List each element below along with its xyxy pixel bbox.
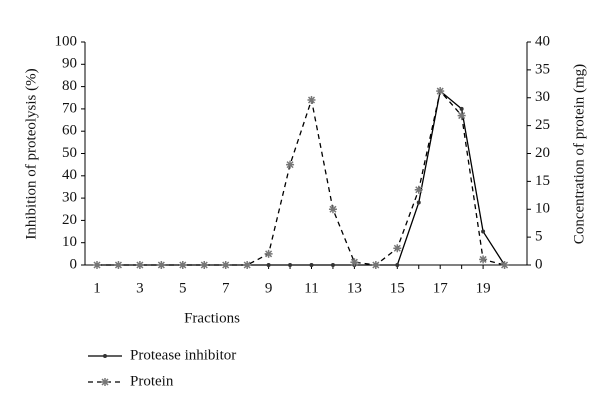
marker <box>350 258 359 267</box>
y2-tick-label: 5 <box>535 229 543 245</box>
x-tick-label: 19 <box>476 280 491 296</box>
marker <box>264 249 273 258</box>
y-axis-label: Inhibition of proteolysis (%) <box>23 68 39 239</box>
marker <box>414 185 423 194</box>
y-tick-label: 80 <box>62 78 77 94</box>
marker <box>286 160 295 169</box>
y2-tick-label: 30 <box>535 89 550 105</box>
x-tick-label: 17 <box>433 280 449 296</box>
y-tick-label: 40 <box>62 167 77 183</box>
marker <box>500 261 509 269</box>
marker <box>330 263 335 267</box>
marker <box>436 87 445 96</box>
marker <box>135 261 144 269</box>
y-tick-label: 50 <box>62 145 77 161</box>
marker <box>114 261 123 269</box>
series-line <box>97 89 506 266</box>
marker <box>288 263 293 267</box>
y2-tick-label: 20 <box>535 145 550 161</box>
marker <box>395 263 400 267</box>
x-tick-label: 9 <box>265 280 273 296</box>
marker <box>200 261 209 269</box>
legend-marker <box>101 378 109 386</box>
x-tick-label: 1 <box>93 280 101 296</box>
marker <box>371 261 380 269</box>
y-tick-label: 30 <box>62 190 77 206</box>
marker <box>309 263 314 267</box>
x-tick-label: 11 <box>304 280 318 296</box>
marker <box>457 111 466 120</box>
y2-tick-label: 40 <box>535 33 550 49</box>
marker <box>266 263 271 267</box>
y2-axis-label: Concentration of protein (mg) <box>571 64 587 244</box>
marker <box>481 229 486 234</box>
legend-marker <box>103 354 107 358</box>
marker <box>221 261 230 269</box>
y2-tick-label: 25 <box>535 117 550 133</box>
marker <box>157 261 166 269</box>
marker <box>328 205 337 214</box>
y2-tick-label: 10 <box>535 201 550 217</box>
y-tick-label: 0 <box>70 256 78 272</box>
legend-label: Protease inhibitor <box>130 347 236 363</box>
marker <box>307 95 316 104</box>
marker <box>393 244 402 253</box>
x-tick-label: 3 <box>136 280 144 296</box>
x-tick-label: 5 <box>179 280 187 296</box>
y-tick-label: 20 <box>62 212 77 228</box>
marker <box>93 261 101 269</box>
y2-tick-label: 0 <box>535 256 543 272</box>
marker <box>416 200 421 205</box>
y2-tick-label: 15 <box>535 173 550 189</box>
marker <box>178 261 187 269</box>
x-axis-label: Fractions <box>184 310 240 326</box>
y-tick-label: 90 <box>62 56 77 72</box>
y-tick-label: 60 <box>62 123 77 139</box>
x-tick-label: 7 <box>222 280 230 296</box>
legend-label: Protein <box>130 373 174 389</box>
y-tick-label: 70 <box>62 100 77 116</box>
y-tick-label: 10 <box>62 234 77 250</box>
x-tick-label: 15 <box>390 280 405 296</box>
y-tick-label: 100 <box>55 33 78 49</box>
marker <box>243 261 252 269</box>
marker <box>459 106 464 111</box>
y2-tick-label: 35 <box>535 61 550 77</box>
marker <box>479 255 488 264</box>
series-line <box>97 89 505 266</box>
x-tick-label: 13 <box>347 280 362 296</box>
